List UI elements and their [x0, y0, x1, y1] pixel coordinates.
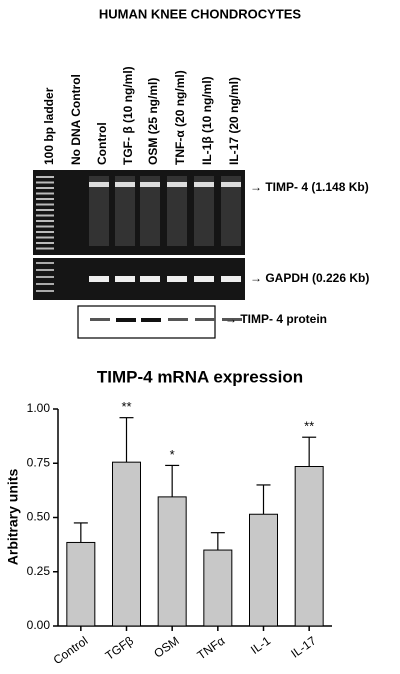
dna-band [167, 182, 187, 187]
dna-band [221, 182, 241, 187]
ladder-band [36, 262, 54, 264]
protein-band [195, 318, 215, 321]
dna-smear [194, 176, 214, 246]
ladder-band [36, 231, 54, 233]
ladder-band [36, 283, 54, 285]
dna-band [167, 276, 187, 282]
ladder-band [36, 214, 54, 217]
protein-band [116, 318, 136, 322]
protein-band [141, 318, 161, 322]
significance-label: ** [304, 419, 314, 434]
dna-band [140, 276, 160, 282]
dna-smear [167, 176, 187, 246]
y-tick-label: 0.75 [27, 455, 51, 469]
dna-band [115, 276, 135, 282]
ladder-band [36, 209, 54, 211]
significance-label: ** [121, 399, 131, 414]
figure-title: HUMAN KNEE CHONDROCYTES [99, 6, 302, 21]
y-tick-label: 0.50 [27, 510, 51, 524]
dna-band [89, 276, 109, 282]
bar [112, 461, 141, 627]
dna-band [194, 182, 214, 187]
lane-label: TGF- β (10 ng/ml) [121, 66, 135, 165]
bar [203, 549, 233, 627]
lane-label: IL-1β (10 ng/ml) [200, 76, 214, 165]
x-tick-label: OSM [151, 634, 181, 661]
bar [249, 513, 278, 627]
ladder-band [36, 247, 54, 250]
error-bar [119, 417, 134, 463]
error-bar [256, 484, 271, 515]
gel-image [33, 170, 245, 339]
dna-smear [115, 176, 135, 246]
ladder-band [36, 198, 54, 200]
bar [294, 466, 324, 627]
lane-label: TNF-α (20 ng/ml) [173, 70, 187, 165]
band-label: → TIMP- 4 protein [225, 312, 327, 326]
ladder-band [36, 192, 54, 195]
y-axis-label: Arbitrary units [5, 469, 21, 566]
y-tick-label: 0.25 [27, 564, 51, 578]
ladder-band [36, 269, 54, 271]
protein-band [222, 318, 242, 321]
band-label: → GAPDH (0.226 Kb) [250, 271, 369, 285]
error-bar [210, 532, 225, 551]
band-label: → TIMP- 4 (1.148 Kb) [250, 180, 369, 194]
ladder-band [36, 181, 54, 184]
dna-smear [89, 176, 109, 246]
ladder-band [36, 276, 54, 278]
ladder-band [36, 225, 54, 228]
x-tick-label: IL-17 [288, 633, 319, 660]
lane-label: No DNA Control [69, 74, 83, 165]
ladder-band [36, 236, 54, 239]
chart-title: TIMP-4 mRNA expression [97, 367, 303, 386]
dna-band [221, 276, 241, 282]
ladder-band [36, 290, 54, 292]
dna-band [140, 182, 160, 187]
x-tick-label: IL-1 [248, 633, 273, 657]
x-tick-label: TGFβ [103, 634, 136, 663]
ladder-band [36, 203, 54, 206]
significance-label: * [170, 447, 175, 462]
protein-band [90, 318, 110, 321]
x-tick-label: TNFα [195, 634, 228, 663]
bar [157, 496, 187, 627]
dna-band [194, 276, 214, 282]
y-tick-label: 1.00 [27, 401, 51, 415]
ladder-band [36, 220, 54, 222]
x-tick-label: Control [51, 634, 91, 668]
error-bar [302, 436, 317, 467]
lane-label: 100 bp ladder [42, 87, 56, 165]
ladder-band [36, 242, 54, 244]
dna-smear [221, 176, 241, 246]
dna-smear [140, 176, 160, 246]
dna-band [89, 182, 109, 187]
lane-label: OSM (25 ng/ml) [146, 78, 160, 165]
lane-label: IL-17 (20 ng/ml) [227, 77, 241, 165]
lane-label: Control [95, 122, 109, 165]
error-bar [73, 522, 88, 543]
protein-band [168, 318, 188, 321]
western-blot-box [77, 305, 216, 339]
ladder-band [36, 187, 54, 189]
ladder-band [36, 176, 54, 178]
error-bar [165, 464, 180, 497]
y-tick-label: 0.00 [27, 618, 51, 632]
dna-band [115, 182, 135, 187]
bar [66, 541, 96, 627]
